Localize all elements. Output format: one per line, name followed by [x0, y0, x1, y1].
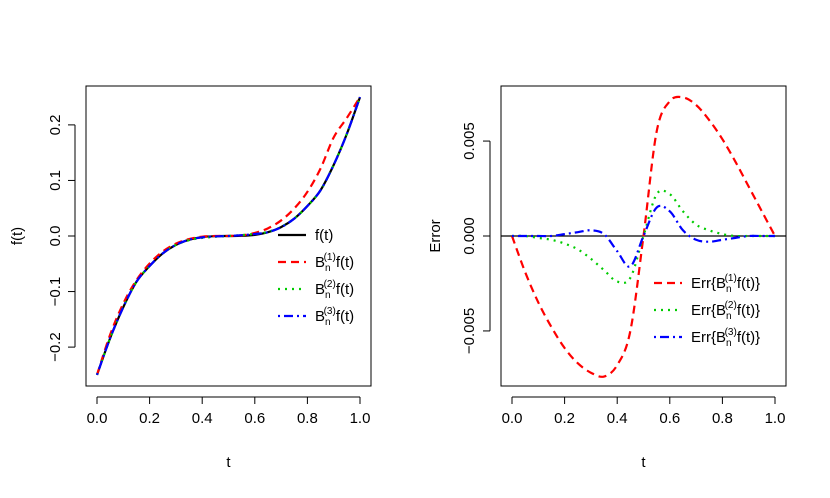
- y-axis-label: Error: [427, 219, 444, 252]
- x-tick-label: 0.8: [297, 410, 318, 427]
- series-line-1: [510, 95, 776, 378]
- x-tick-label: 0.4: [192, 410, 213, 427]
- legend-label-1: f(t): [315, 227, 333, 244]
- series-line-4: [95, 96, 362, 376]
- series-line-2: [511, 189, 775, 285]
- series-line-3: [512, 204, 775, 268]
- panel-1: 0.0 0.2 0.4 0.6 0.8 1.0 −0.2 −0.1 0.0 0.1 0.2 t f(t)…: [9, 85, 372, 471]
- plot-frame: [85, 85, 372, 387]
- legend-label-3: Bn(2)f(t): [315, 279, 354, 301]
- x-tick-label: 0.0: [87, 410, 108, 427]
- y-tick-label: 0.005: [461, 122, 478, 160]
- y-tick-label: 0.0: [47, 226, 64, 247]
- y-tick-label: −0.1: [47, 277, 64, 307]
- x-tick-label: 0.8: [712, 410, 733, 427]
- panel-2: 0.0 0.2 0.4 0.6 0.8 1.0 −0.005 0.000 0.005 t Error…: [427, 85, 787, 471]
- y-tick-label: 0.1: [47, 170, 64, 191]
- y-tick-label: −0.2: [47, 332, 64, 362]
- x-axis-label: t: [226, 454, 231, 471]
- legend-label-4: Bn(3)f(t): [315, 306, 354, 328]
- y-tick-label: −0.005: [461, 308, 478, 354]
- x-tick-label: 0.0: [502, 410, 523, 427]
- x-tick-label: 0.6: [244, 410, 265, 427]
- x-axis-label: t: [641, 454, 646, 471]
- x-tick-label: 0.6: [659, 410, 680, 427]
- legend-label-1: Err{Bn(1)f(t)}: [691, 273, 760, 295]
- x-tick-label: 1.0: [350, 410, 371, 427]
- y-tick-label: 0.000: [461, 217, 478, 255]
- x-tick-label: 0.2: [554, 410, 575, 427]
- y-axis-label: f(t): [9, 227, 26, 245]
- x-tick-label: 1.0: [765, 410, 786, 427]
- legend-label-2: Bn(1)f(t): [315, 252, 354, 274]
- y-tick-label: 0.2: [47, 114, 64, 135]
- legend-label-3: Err{Bn(3)f(t)}: [691, 327, 760, 349]
- legend-label-2: Err{Bn(2)f(t)}: [691, 300, 760, 322]
- x-tick-label: 0.2: [139, 410, 160, 427]
- x-tick-label: 0.4: [607, 410, 628, 427]
